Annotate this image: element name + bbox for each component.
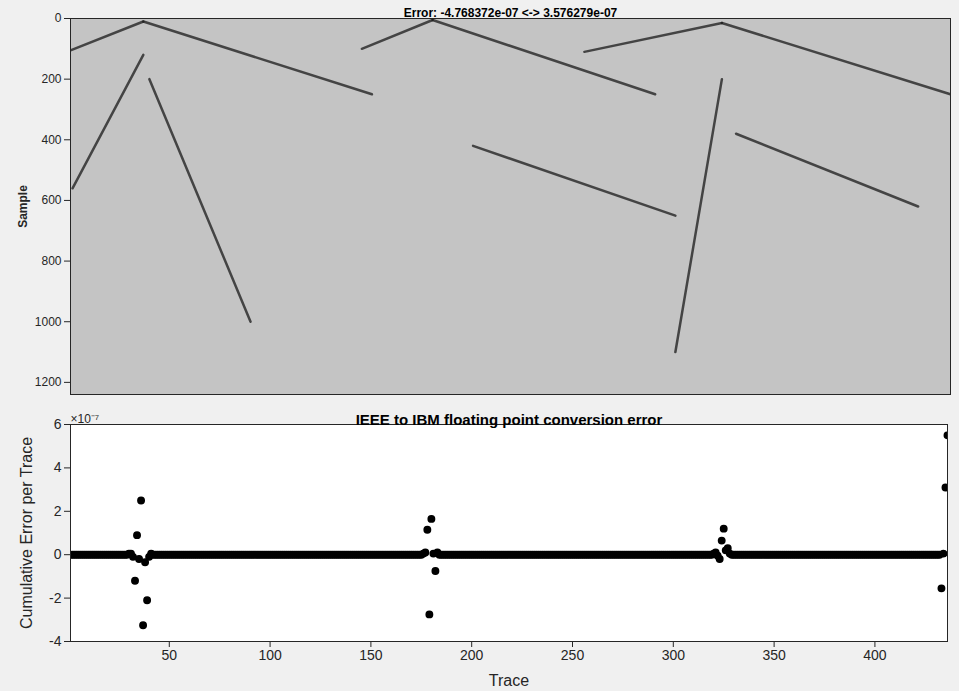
svg-text:Sample: Sample [16,185,30,228]
svg-text:Cumulative Error per Trace: Cumulative Error per Trace [18,437,35,629]
svg-text:400: 400 [41,133,61,147]
svg-text:-4: -4 [49,633,62,649]
svg-text:1000: 1000 [35,315,62,329]
svg-text:800: 800 [41,254,61,268]
svg-text:IEEE to IBM floating point con: IEEE to IBM floating point conversion er… [356,411,663,428]
svg-text:350: 350 [762,647,786,663]
svg-text:Trace: Trace [489,672,529,689]
svg-text:0: 0 [54,546,62,562]
svg-text:0: 0 [55,11,62,25]
svg-text:6: 6 [54,416,62,432]
svg-text:400: 400 [863,647,887,663]
svg-text:250: 250 [561,647,585,663]
svg-text:600: 600 [41,193,61,207]
svg-text:×10⁻⁷: ×10⁻⁷ [71,412,100,426]
svg-text:100: 100 [258,647,282,663]
svg-text:Error: -4.768372e-07 <-> 3.576: Error: -4.768372e-07 <-> 3.576279e-07 [404,6,618,20]
svg-text:2: 2 [54,503,62,519]
svg-text:4: 4 [54,459,62,475]
svg-text:200: 200 [41,72,61,86]
svg-text:50: 50 [161,647,177,663]
svg-text:300: 300 [662,647,686,663]
svg-text:150: 150 [359,647,383,663]
svg-text:-2: -2 [49,590,62,606]
svg-text:1200: 1200 [35,375,62,389]
svg-text:200: 200 [460,647,484,663]
